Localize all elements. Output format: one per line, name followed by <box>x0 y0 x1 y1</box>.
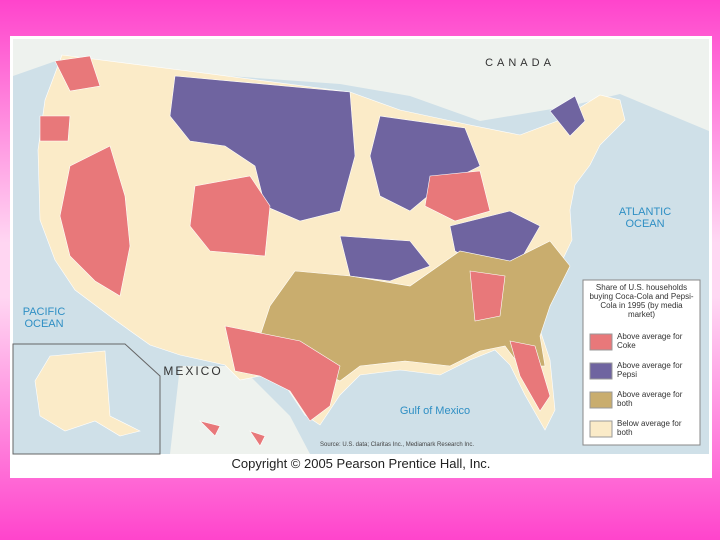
hawaii <box>249 430 266 447</box>
legend-label-box: Below average for both <box>617 419 682 437</box>
pepsi-region <box>549 95 586 137</box>
legend-swatch <box>589 391 613 409</box>
coke-region <box>39 115 71 142</box>
legend-items: Above average for Coke Above average for … <box>589 332 683 438</box>
legend-label: Above average for Coke <box>617 332 683 350</box>
legend-swatch <box>589 333 613 351</box>
hawaii <box>199 420 221 437</box>
slide-panel: CANADA MEXICO Gulf of Mexico ATLANTIC OC… <box>10 36 712 478</box>
label-mexico: MEXICO <box>163 364 222 378</box>
legend-swatch <box>589 420 613 438</box>
coke-region <box>189 175 271 257</box>
label-canada: CANADA <box>485 57 555 69</box>
coke-region <box>59 145 131 297</box>
legend-title-box: Share of U.S. households buying Coca-Col… <box>589 283 694 319</box>
coke-region <box>424 170 491 222</box>
alaska <box>34 350 141 437</box>
legend-label-box: Above average for Pepsi <box>617 361 683 379</box>
coke-region <box>469 270 506 322</box>
coke-region <box>54 55 101 92</box>
label-pacific: PACIFIC OCEAN <box>22 306 66 330</box>
mexico-land <box>170 366 310 454</box>
pepsi-region <box>369 115 481 212</box>
legend-label: Above average for both <box>617 390 683 408</box>
coke-region <box>509 340 551 412</box>
legend-swatch <box>589 362 613 380</box>
canada-land <box>13 39 709 131</box>
label-atlantic-box: ATLANTIC OCEAN <box>618 206 672 230</box>
legend-title: Share of U.S. households buying Coca-Col… <box>589 283 694 319</box>
label-atlantic: ATLANTIC OCEAN <box>618 206 672 230</box>
coke-region <box>224 325 341 422</box>
legend-label: Above average for Pepsi <box>617 361 683 379</box>
label-gulf: Gulf of Mexico <box>400 405 470 417</box>
source: Source: U.S. data; Claritas Inc., Mediam… <box>320 442 474 448</box>
label-pacific-box: PACIFIC OCEAN <box>22 306 66 330</box>
map: CANADA MEXICO Gulf of Mexico ATLANTIC OC… <box>12 39 709 455</box>
pepsi-region <box>339 235 431 282</box>
legend-label-box: Above average for Coke <box>617 332 683 350</box>
copyright: Copyright © 2005 Pearson Prentice Hall, … <box>231 456 491 471</box>
legend-label-box: Above average for both <box>617 390 683 408</box>
legend-label: Below average for both <box>617 419 682 437</box>
